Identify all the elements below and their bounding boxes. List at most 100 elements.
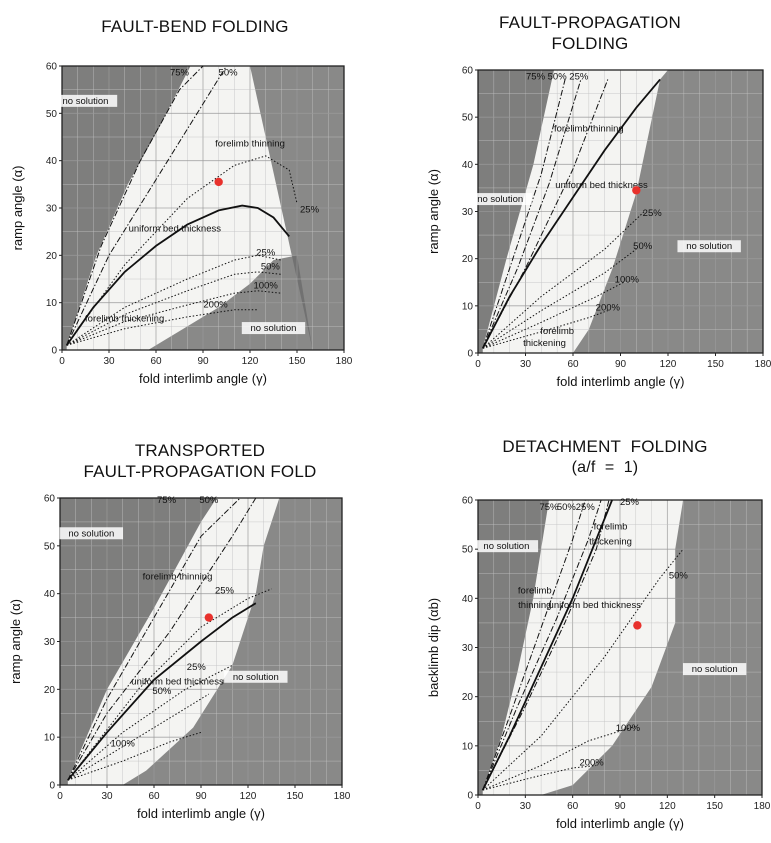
chart-title-line-2: FAULT-PROPAGATION FOLD [83, 462, 317, 481]
x-tick-label: 120 [660, 359, 677, 370]
y-tick-label: 50 [462, 113, 474, 124]
region-label: no solution [686, 241, 732, 252]
series-line [482, 499, 610, 791]
region-label-bg [468, 193, 532, 206]
y-axis-label: ramp angle (α) [426, 169, 441, 254]
x-tick-label: 120 [659, 801, 676, 812]
y-tick-label: 20 [46, 251, 58, 262]
series-line [482, 499, 602, 791]
region-label: no solution [233, 672, 279, 683]
y-tick-label: 10 [462, 301, 474, 312]
chart-title-line-1: DETACHMENT FOLDING [502, 437, 708, 456]
x-tick-label: 150 [707, 359, 724, 370]
x-tick-label: 150 [287, 791, 304, 802]
x-tick-label: 120 [240, 791, 257, 802]
x-tick-label: 0 [57, 791, 63, 802]
curve-label: 100% [615, 274, 640, 285]
curve-label: 100% [254, 280, 279, 291]
chart-title-line-1: TRANSPORTED [134, 441, 266, 460]
x-tick-label: 30 [101, 791, 113, 802]
y-tick-label: 30 [46, 204, 58, 215]
series-line [67, 731, 202, 781]
curve-label: 25% [187, 662, 207, 673]
region-label: no solution [477, 194, 523, 205]
x-tick-label: 150 [289, 356, 306, 367]
curve-label: 50% [199, 495, 219, 506]
x-tick-label: 90 [615, 359, 627, 370]
series-line [482, 499, 586, 791]
region-label-bg [682, 663, 747, 676]
y-tick-label: 30 [462, 207, 474, 218]
curve-label: 25% [643, 208, 663, 219]
y-tick-label: 40 [462, 160, 474, 171]
region-label: no solution [483, 541, 529, 552]
curve-label: forelimb [518, 585, 552, 596]
chart-title: FAULT-PROPAGATION FOLDING [420, 12, 760, 54]
region-label-bg [474, 540, 539, 553]
x-axis-label: fold interlimb angle (γ) [557, 374, 685, 389]
curve-label: uniform bed thickness [131, 677, 224, 688]
y-tick-label: 50 [46, 109, 58, 120]
y-axis-label: ramp angle (α) [8, 599, 23, 684]
curve-label: 50% [152, 686, 172, 697]
region-label: no solution [68, 528, 114, 539]
y-tick-label: 0 [467, 349, 473, 360]
y-tick-label: 60 [46, 62, 58, 73]
curve-label: forelimb thinning [143, 571, 213, 582]
region-label-bg [677, 240, 741, 253]
series-line [66, 155, 298, 346]
curve-label: 25% [620, 497, 640, 508]
y-tick-label: 40 [44, 589, 56, 600]
curve-label: uniform bed thickness [129, 224, 222, 235]
region-label-bg [59, 527, 124, 540]
curve-label: 50% [669, 571, 689, 582]
series-line [66, 271, 282, 346]
y-tick-label: 20 [462, 254, 474, 265]
data-point [204, 613, 214, 622]
y-axis-label: ramp angle (α) [10, 166, 25, 251]
x-tick-label: 180 [334, 791, 351, 802]
series-line [66, 309, 258, 346]
curve-label: 100% [616, 723, 641, 734]
y-tick-label: 50 [462, 545, 474, 556]
series-line [482, 281, 624, 349]
curve-label: 200% [579, 758, 604, 769]
y-tick-label: 10 [462, 741, 474, 752]
region-label-bg [241, 322, 306, 335]
x-tick-label: 180 [336, 356, 353, 367]
y-tick-label: 20 [44, 685, 56, 696]
y-tick-label: 30 [44, 637, 56, 648]
curve-label: 200% [596, 303, 621, 314]
series-line [66, 290, 282, 346]
curve-label: 50% [633, 241, 653, 252]
y-tick-label: 10 [44, 733, 56, 744]
curve-label: 75% [157, 495, 177, 506]
y-tick-label: 30 [462, 643, 474, 654]
data-point [632, 186, 641, 195]
curve-label: 100% [111, 739, 136, 750]
x-axis-label: fold interlimb angle (γ) [139, 371, 267, 386]
y-tick-label: 60 [462, 66, 474, 77]
series-line [67, 497, 257, 781]
curve-label: 75% 50% 25% [526, 71, 589, 82]
y-tick-label: 10 [46, 298, 58, 309]
curve-label: uniform bed thickness [549, 600, 642, 611]
chart-title: TRANSPORTED FAULT-PROPAGATION FOLD [40, 440, 360, 482]
series-line [482, 79, 582, 349]
chart-title: DETACHMENT FOLDING (a/f = 1) [440, 436, 770, 478]
x-tick-label: 90 [197, 356, 209, 367]
chart-subtitle: (a/f = 1) [571, 459, 639, 476]
y-tick-label: 20 [462, 692, 474, 703]
y-tick-label: 0 [49, 781, 55, 792]
series-line [482, 310, 608, 349]
x-tick-label: 150 [706, 801, 723, 812]
x-tick-label: 0 [475, 359, 481, 370]
series-line [67, 497, 241, 781]
chart-title-line-1: FAULT-PROPAGATION [499, 13, 681, 32]
curve-label: 25% [215, 586, 235, 597]
x-tick-label: 60 [567, 359, 579, 370]
curve-label: thickening [523, 338, 566, 349]
chart-title-line-2: FOLDING [551, 34, 629, 53]
x-tick-label: 60 [567, 801, 579, 812]
